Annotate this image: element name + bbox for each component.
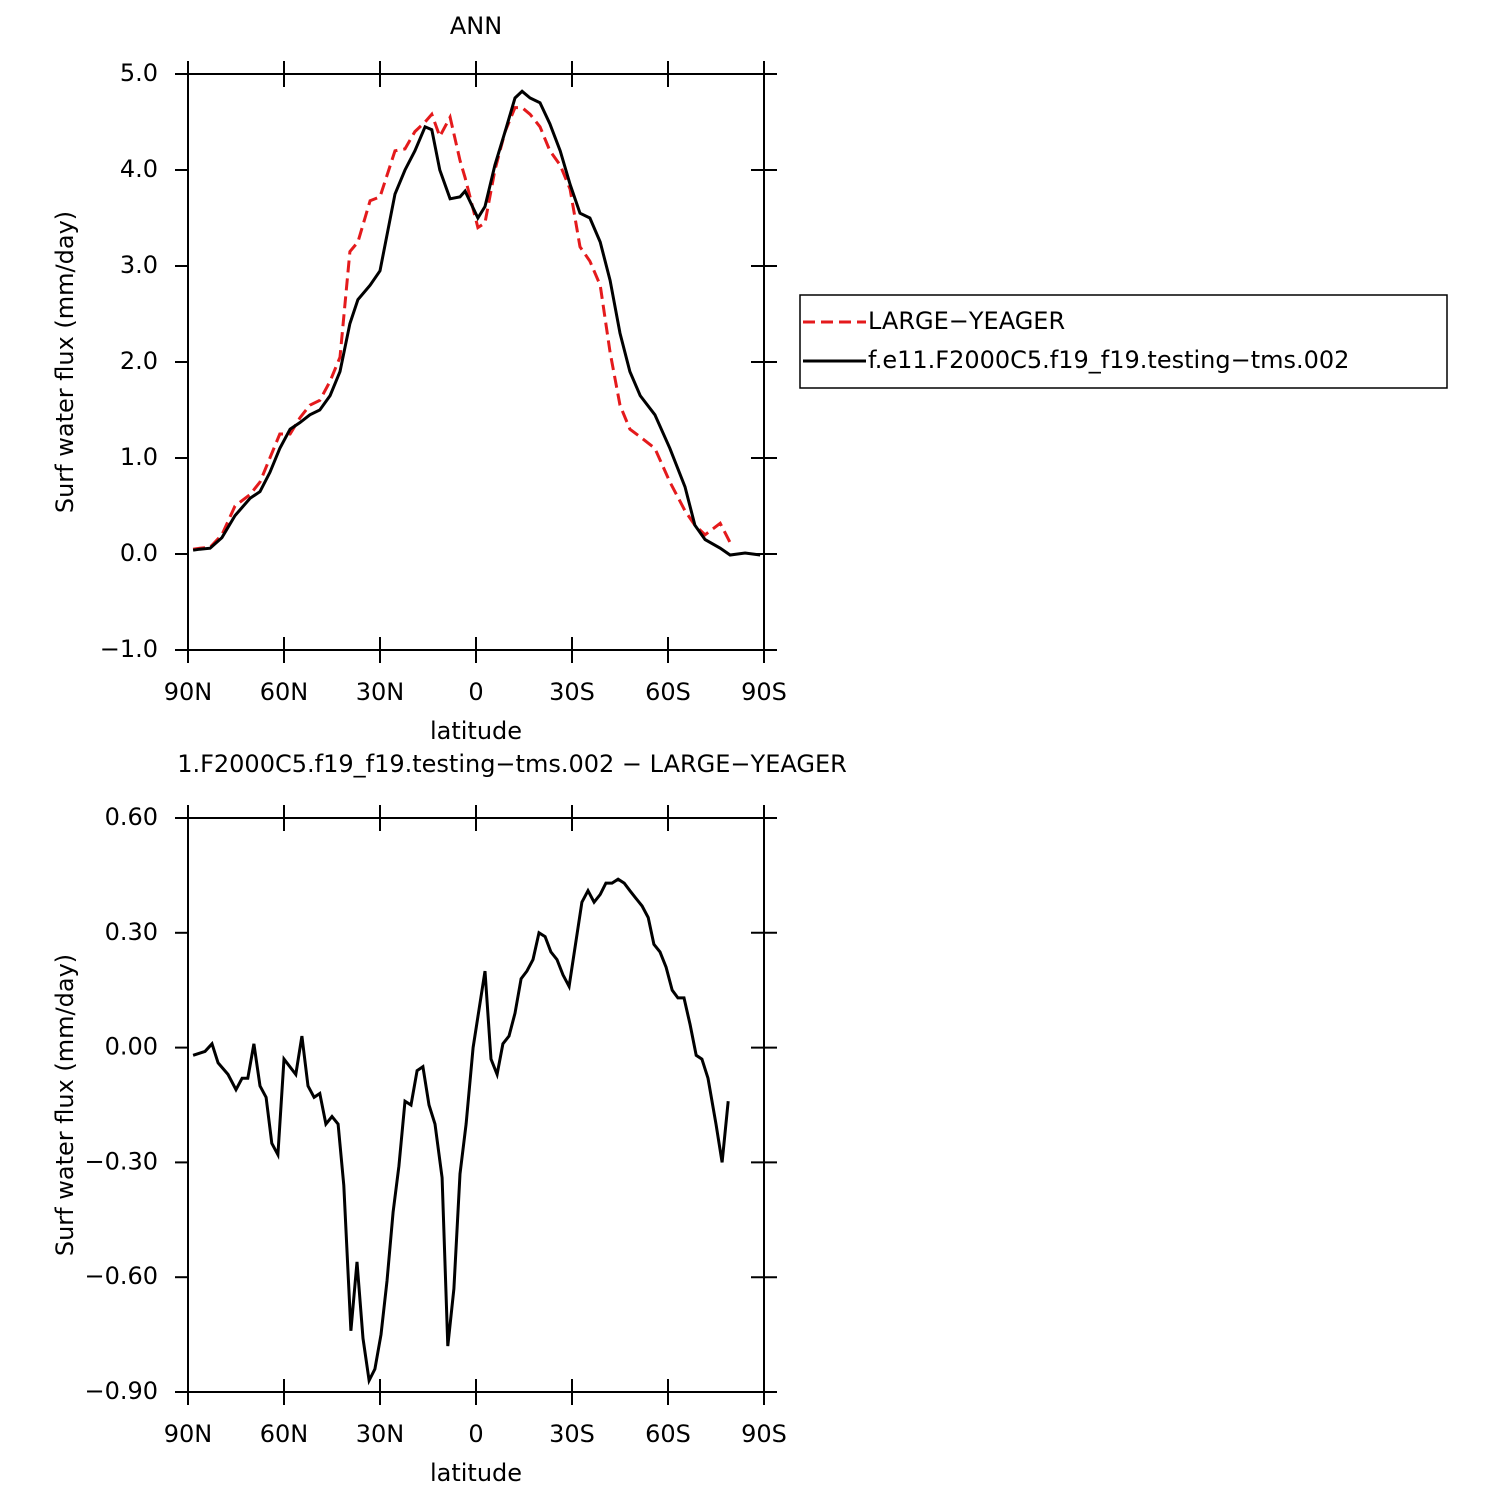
x-tick-label: 90S: [741, 678, 787, 706]
x-tick-label: 30N: [356, 1420, 405, 1448]
y-tick-label: −0.60: [84, 1262, 158, 1290]
x-axis-label: latitude: [430, 717, 522, 745]
plot-frame: [187, 73, 765, 651]
y-tick-label: 2.0: [120, 347, 158, 375]
x-tick-label: 60N: [260, 1420, 309, 1448]
x-axis-label: latitude: [430, 1459, 522, 1487]
x-tick-label: 0: [468, 678, 483, 706]
x-tick-label: 90N: [164, 678, 213, 706]
y-tick-label: −1.0: [100, 635, 158, 663]
legend-label: LARGE−YEAGER: [868, 307, 1065, 335]
y-tick-label: 0.0: [120, 539, 158, 567]
x-tick-label: 90S: [741, 1420, 787, 1448]
y-tick-label: 0.00: [105, 1033, 158, 1061]
legend-box: [799, 294, 1448, 389]
y-tick-label: 0.30: [105, 918, 158, 946]
y-axis-label: Surf water flux (mm/day): [51, 211, 79, 513]
legend-label: f.e11.F2000C5.f19_f19.testing−tms.002: [868, 346, 1349, 374]
x-tick-label: 0: [468, 1420, 483, 1448]
chart-title: 1.F2000C5.f19_f19.testing−tms.002 − LARG…: [177, 750, 847, 778]
y-tick-label: 1.0: [120, 443, 158, 471]
plot-frame: [187, 817, 765, 1393]
chart-title: ANN: [450, 12, 502, 40]
data-line: [192, 877, 730, 1386]
x-tick-label: 60N: [260, 678, 309, 706]
y-axis-label: Surf water flux (mm/day): [51, 954, 79, 1256]
data-line: [192, 89, 761, 557]
x-tick-label: 30N: [356, 678, 405, 706]
x-tick-label: 60S: [645, 678, 691, 706]
x-tick-label: 60S: [645, 1420, 691, 1448]
y-tick-label: −0.30: [84, 1147, 158, 1175]
data-line: [192, 106, 732, 551]
y-tick-label: −0.90: [84, 1377, 158, 1405]
x-tick-label: 30S: [549, 678, 595, 706]
y-tick-label: 4.0: [120, 155, 158, 183]
x-tick-label: 90N: [164, 1420, 213, 1448]
y-tick-label: 3.0: [120, 251, 158, 279]
y-tick-label: 5.0: [120, 59, 158, 87]
y-tick-label: 0.60: [105, 803, 158, 831]
x-tick-label: 30S: [549, 1420, 595, 1448]
